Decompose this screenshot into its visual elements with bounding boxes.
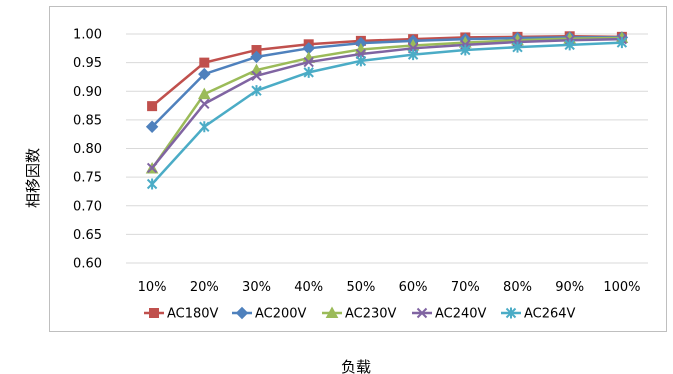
series-line [151, 37, 622, 169]
data-point-marker [199, 121, 210, 133]
y-tick-label: 0.60 [73, 257, 102, 272]
data-point-marker [616, 37, 628, 49]
series-line [151, 41, 622, 185]
x-tick-label: 90% [555, 280, 584, 295]
legend: AC180V AC200V AC230V AC240V AC264V [144, 306, 576, 322]
data-point-marker [303, 66, 314, 78]
legend-item-ac230v: AC230V [322, 306, 397, 322]
legend-label: AC240V [435, 307, 487, 322]
data-point-marker [251, 85, 262, 97]
data-point-marker [198, 67, 211, 81]
gridlines [126, 33, 648, 264]
y-axis-tick-labels: 0.60 0.65 0.70 0.75 0.80 0.85 0.90 0.95 1.00 [73, 28, 102, 272]
data-point-marker [564, 39, 575, 51]
data-point-marker [146, 178, 158, 190]
data-point-marker [416, 307, 428, 319]
data-point-marker [147, 101, 158, 112]
x-axis-title: 负载 [341, 358, 371, 374]
y-tick-label: 0.75 [73, 171, 102, 186]
legend-item-ac264v: AC264V [501, 307, 576, 322]
series-ac240v [146, 33, 628, 174]
data-point-marker [407, 49, 419, 61]
y-tick-label: 0.95 [73, 56, 102, 71]
x-tick-label: 20% [190, 280, 219, 295]
x-tick-label: 40% [294, 280, 323, 295]
x-tick-label: 80% [503, 280, 532, 295]
series-line [151, 36, 622, 128]
legend-item-ac180v: AC180V [144, 307, 219, 322]
x-tick-label: 30% [242, 280, 271, 295]
data-point-marker [199, 98, 210, 110]
data-point-marker [355, 55, 367, 67]
data-point-marker [197, 87, 211, 100]
legend-item-ac240v: AC240V [412, 307, 487, 322]
series-ac264v [146, 37, 628, 190]
y-tick-label: 0.80 [73, 142, 102, 157]
x-tick-label: 100% [603, 280, 640, 295]
y-tick-label: 0.85 [73, 113, 102, 128]
data-point-marker [199, 57, 210, 68]
legend-label: AC200V [255, 307, 307, 322]
data-point-marker [251, 70, 262, 81]
data-point-marker [460, 44, 471, 56]
data-point-marker [303, 56, 314, 68]
y-tick-label: 0.65 [73, 228, 102, 243]
series-line [151, 36, 622, 170]
y-tick-label: 0.70 [73, 199, 102, 214]
series-lines [145, 31, 629, 190]
x-tick-label: 60% [399, 280, 428, 295]
data-point-marker [145, 120, 159, 133]
legend-label: AC264V [524, 307, 576, 322]
data-point-marker [250, 50, 263, 64]
y-tick-label: 0.90 [73, 85, 102, 100]
legend-label: AC180V [167, 307, 219, 322]
legend-item-ac200v: AC200V [232, 307, 307, 322]
data-point-marker [325, 306, 339, 318]
x-tick-label: 50% [346, 280, 375, 295]
y-tick-label: 1.00 [73, 28, 102, 43]
data-point-marker [149, 308, 159, 318]
data-point-marker [505, 307, 517, 319]
x-tick-label: 10% [138, 280, 167, 295]
data-point-marker [512, 41, 523, 53]
x-axis-tick-labels: 10% 20% 30% 40% 50% 60% 70% 80% 90% 100% [138, 280, 641, 295]
data-point-marker [146, 162, 158, 174]
x-tick-label: 70% [451, 280, 480, 295]
data-point-marker [235, 306, 249, 320]
y-axis-title: 相移因数 [24, 148, 42, 208]
legend-label: AC230V [345, 307, 397, 322]
